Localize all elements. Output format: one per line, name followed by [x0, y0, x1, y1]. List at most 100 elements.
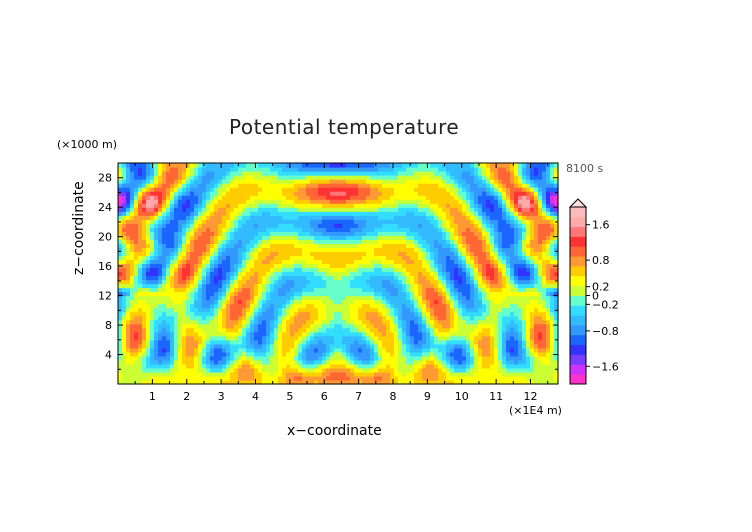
heatmap-cell: [390, 175, 395, 180]
heatmap-cell: [454, 259, 459, 265]
heatmap-cell: [198, 299, 203, 305]
heatmap-cell: [474, 227, 479, 232]
heatmap-cell: [174, 263, 179, 269]
heatmap-cell: [290, 231, 295, 236]
heatmap-cell: [126, 359, 131, 365]
heatmap-cell: [434, 271, 439, 277]
heatmap-cell: [278, 275, 283, 281]
heatmap-cell: [118, 327, 123, 333]
heatmap-cell: [262, 259, 267, 265]
heatmap-cell: [150, 219, 155, 224]
heatmap-cell: [294, 199, 299, 204]
heatmap-cell: [426, 199, 431, 204]
heatmap-cell: [286, 203, 291, 208]
heatmap-cell: [218, 367, 223, 373]
heatmap-cell: [142, 267, 147, 273]
heatmap-cell: [350, 327, 355, 333]
heatmap-cell: [458, 199, 463, 204]
heatmap-cell: [134, 199, 139, 204]
heatmap-cell: [154, 339, 159, 345]
heatmap-cell: [154, 167, 159, 172]
heatmap-cell: [402, 267, 407, 273]
heatmap-cell: [406, 307, 411, 313]
heatmap-cell: [406, 311, 411, 317]
heatmap-cell: [130, 247, 135, 252]
heatmap-cell: [206, 191, 211, 196]
heatmap-cell: [378, 183, 383, 188]
heatmap-cell: [446, 295, 451, 301]
heatmap-cell: [326, 227, 331, 232]
heatmap-cell: [430, 215, 435, 220]
heatmap-cell: [314, 259, 319, 265]
heatmap-cell: [362, 267, 367, 273]
heatmap-cell: [390, 219, 395, 224]
heatmap-cell: [350, 311, 355, 317]
heatmap-cell: [178, 247, 183, 252]
heatmap-cell: [250, 271, 255, 277]
heatmap-cell: [274, 371, 279, 377]
heatmap-cell: [302, 271, 307, 277]
heatmap-cell: [186, 287, 191, 293]
heatmap-cell: [446, 315, 451, 321]
heatmap-cell: [430, 315, 435, 321]
heatmap-cell: [146, 219, 151, 224]
heatmap-cell: [302, 207, 307, 212]
heatmap-cell: [146, 295, 151, 301]
heatmap-cell: [358, 203, 363, 208]
heatmap-cell: [462, 267, 467, 273]
heatmap-cell: [398, 351, 403, 357]
heatmap-cell: [118, 271, 123, 277]
heatmap-cell: [370, 343, 375, 349]
heatmap-cell: [206, 259, 211, 265]
heatmap-cell: [270, 203, 275, 208]
heatmap-cell: [222, 195, 227, 200]
heatmap-cell: [202, 187, 207, 192]
heatmap-cell: [118, 231, 123, 236]
heatmap-cell: [246, 347, 251, 353]
heatmap-cell: [326, 255, 331, 261]
heatmap-cell: [362, 219, 367, 224]
heatmap-cell: [470, 363, 475, 369]
heatmap-cell: [434, 227, 439, 232]
heatmap-cell: [150, 327, 155, 333]
heatmap-cell: [178, 275, 183, 281]
heatmap-cell: [258, 203, 263, 208]
heatmap-cell: [242, 379, 247, 385]
heatmap-cell: [314, 355, 319, 361]
heatmap-cell: [214, 311, 219, 317]
heatmap-cell: [462, 243, 467, 248]
heatmap-cell: [246, 331, 251, 337]
heatmap-cell: [214, 359, 219, 365]
heatmap-cell: [370, 187, 375, 192]
heatmap-cell: [166, 223, 171, 228]
heatmap-cell: [126, 295, 131, 301]
heatmap-cell: [286, 175, 291, 180]
heatmap-cell: [390, 207, 395, 212]
heatmap-cell: [454, 219, 459, 224]
heatmap-cell: [322, 279, 327, 285]
heatmap-cell: [138, 227, 143, 232]
heatmap-cell: [174, 219, 179, 224]
heatmap-cell: [478, 351, 483, 357]
heatmap-cell: [414, 195, 419, 200]
heatmap-cell: [382, 307, 387, 313]
heatmap-cell: [354, 179, 359, 184]
heatmap-cell: [178, 307, 183, 313]
heatmap-cell: [430, 363, 435, 369]
heatmap-cell: [238, 211, 243, 216]
heatmap-cell: [158, 183, 163, 188]
heatmap-cell: [338, 331, 343, 337]
heatmap-cell: [374, 235, 379, 240]
heatmap-cell: [286, 259, 291, 265]
heatmap-cell: [470, 379, 475, 385]
heatmap-cell: [418, 163, 423, 168]
heatmap-cell: [466, 235, 471, 240]
heatmap-cell: [390, 287, 395, 293]
heatmap-cell: [338, 307, 343, 313]
heatmap-cell: [394, 231, 399, 236]
heatmap-cell: [262, 187, 267, 192]
heatmap-cell: [206, 351, 211, 357]
heatmap-cell: [414, 331, 419, 337]
heatmap-cell: [254, 343, 259, 349]
heatmap-cell: [382, 235, 387, 240]
